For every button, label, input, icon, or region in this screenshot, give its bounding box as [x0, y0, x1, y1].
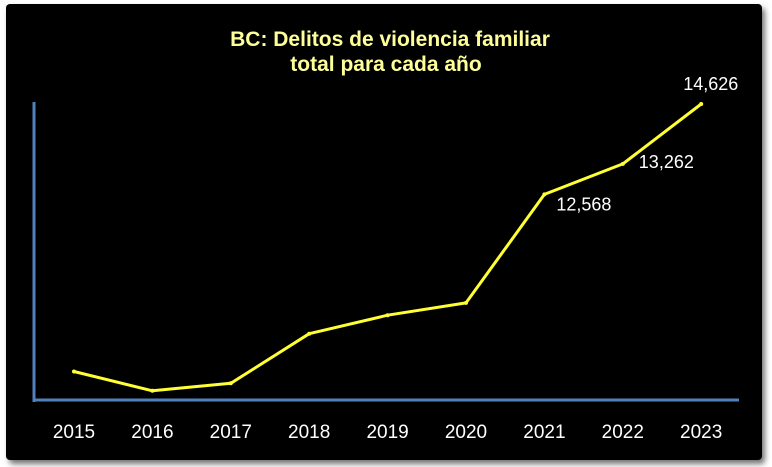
x-tick-label-2023: 2023: [680, 422, 722, 443]
data-point-2019: [385, 313, 390, 318]
x-tick-label-2015: 2015: [53, 422, 95, 443]
data-point-2017: [228, 381, 233, 386]
x-tick-label-2021: 2021: [523, 422, 565, 443]
series-line: [73, 102, 703, 393]
chart-frame: BC: Delitos de violencia familiar total …: [6, 4, 762, 460]
x-tick-label-2019: 2019: [366, 422, 408, 443]
data-point-2022: [620, 161, 625, 166]
data-point-2016: [150, 388, 155, 393]
data-label-2023: 14,626: [683, 74, 738, 94]
data-label-2021: 12,568: [556, 194, 611, 214]
data-label-2022: 13,262: [639, 152, 694, 172]
x-tick-label-2020: 2020: [445, 422, 487, 443]
data-point-2020: [464, 300, 468, 305]
x-tick-labels: 2015 2016 2017 2018 2019 2020 2021 2022 2023: [53, 422, 722, 443]
data-point-2023: [699, 102, 704, 106]
data-point-2015: [72, 369, 76, 374]
chart-title: BC: Delitos de violencia familiar: [230, 28, 550, 51]
data-points: [72, 102, 704, 393]
x-tick-label-2017: 2017: [210, 422, 252, 443]
data-point-2018: [307, 331, 312, 336]
chart-subtitle: total para cada año: [290, 53, 481, 76]
data-point-2021: [542, 192, 547, 197]
x-tick-label-2022: 2022: [602, 422, 644, 443]
x-tick-label-2018: 2018: [288, 422, 330, 443]
line-chart: BC: Delitos de violencia familiar total …: [32, 28, 739, 443]
data-labels: 12,568 13,262 14,626: [556, 74, 738, 214]
x-tick-label-2016: 2016: [131, 422, 173, 443]
